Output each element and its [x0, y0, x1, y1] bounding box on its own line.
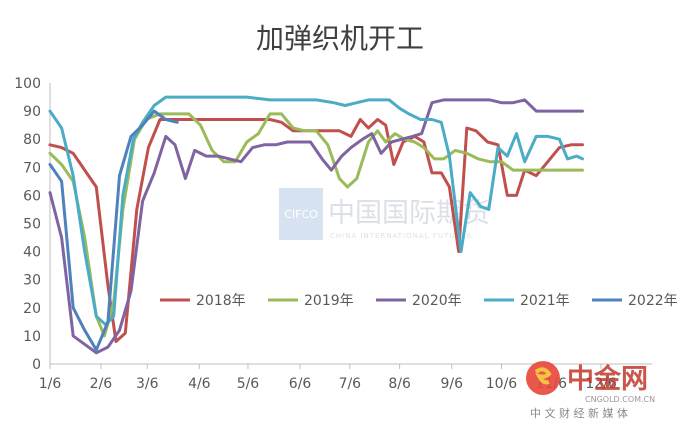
x-tick-label: 7/6 [339, 376, 362, 392]
x-tick-label: 3/6 [136, 376, 159, 392]
y-tick-label: 10 [23, 329, 41, 345]
y-tick-label: 70 [23, 160, 41, 176]
cngold-domain: CNGOLD.COM.CN [585, 395, 655, 404]
y-tick-label: 20 [23, 301, 41, 317]
x-tick-label: 12/6 [585, 376, 617, 392]
y-tick-label: 50 [23, 217, 41, 233]
legend-label-2020年: 2020年 [412, 293, 462, 309]
cifco-logo-text: CIFCO [284, 208, 318, 221]
y-tick-label: 90 [23, 104, 41, 120]
cngold-tagline: 中 文 财 经 新 媒 体 [530, 406, 628, 420]
x-tick-label: 9/6 [440, 376, 463, 392]
y-tick-label: 80 [23, 132, 41, 148]
legend-label-2022年: 2022年 [628, 293, 678, 309]
cngold-watermark: 中金网 CNGOLD.COM.CN 中 文 财 经 新 媒 体 [526, 361, 655, 420]
legend-label-2019年: 2019年 [304, 293, 354, 309]
x-tick-label: 2/6 [90, 376, 113, 392]
y-tick-label: 30 [23, 273, 41, 289]
cngold-logo-swirl [534, 367, 552, 385]
x-tick-label: 10/6 [486, 376, 518, 392]
x-tick-label: 8/6 [388, 376, 411, 392]
x-tick-label: 5/6 [237, 376, 260, 392]
cifco-logo-box [279, 188, 323, 240]
y-tick-label: 40 [23, 245, 41, 261]
x-tick-label: 4/6 [188, 376, 211, 392]
chart-title: 加弹织机开工 [256, 22, 424, 55]
y-tick-label: 0 [32, 357, 41, 373]
y-tick-label: 100 [14, 76, 41, 92]
x-tick-label: 1/6 [39, 376, 62, 392]
cifco-sub: CHINA INTERNATIONAL FUTURES [330, 232, 472, 240]
series-line-2020年 [48, 98, 584, 355]
legend-label-2018年: 2018年 [196, 293, 246, 309]
cngold-name: 中金网 [567, 363, 648, 395]
x-tick-label: 6/6 [289, 376, 312, 392]
legend-label-2021年: 2021年 [520, 293, 570, 309]
y-tick-label: 60 [23, 188, 41, 204]
cifco-watermark: CIFCO 中国国际期货 CHINA INTERNATIONAL FUTURES [279, 188, 490, 240]
series-line-2022年 [48, 109, 179, 352]
series-line-2021年 [48, 95, 584, 327]
